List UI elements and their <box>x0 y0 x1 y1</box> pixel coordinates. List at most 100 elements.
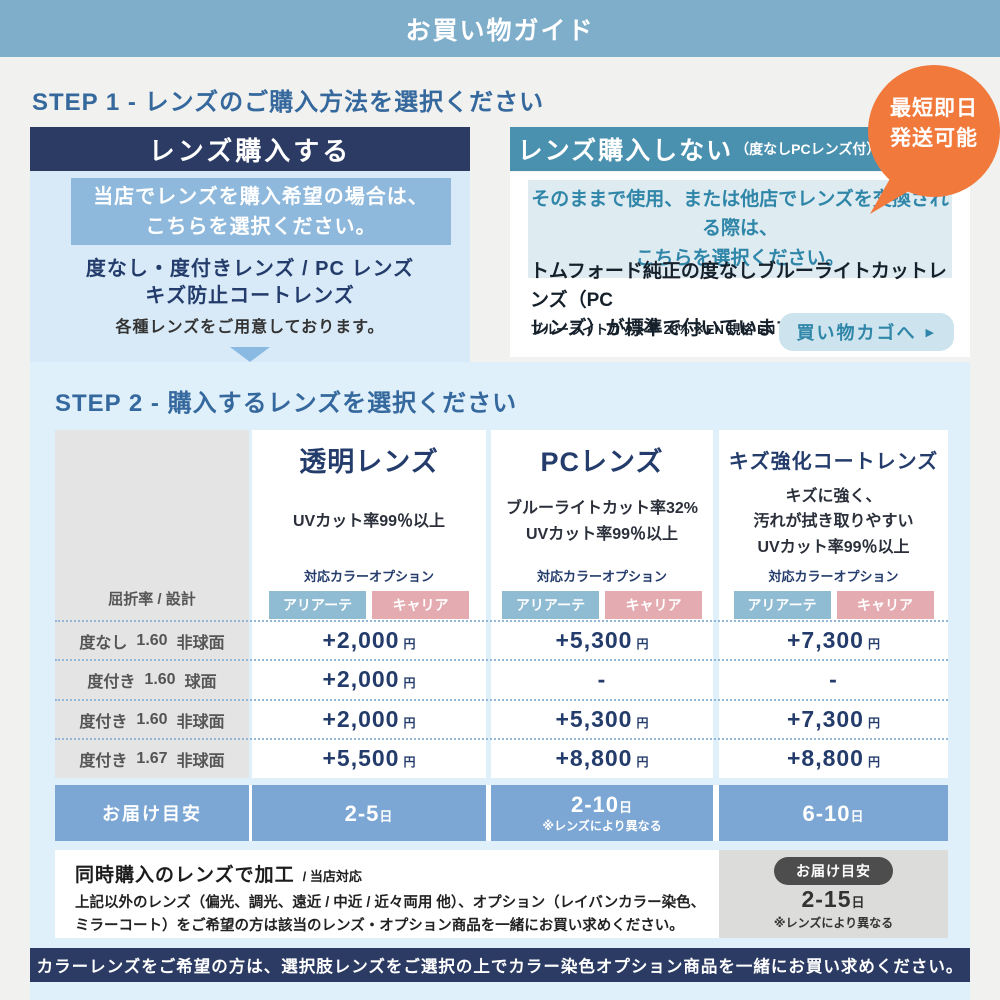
option-buy-lens-card: レンズ購入する 当店でレンズを購入希望の場合は、 こちらを選択ください。 度なし… <box>30 127 470 362</box>
buy-lens-header[interactable]: レンズ購入する <box>30 127 470 171</box>
dotted-divider <box>55 699 948 701</box>
row-label-part: 1.60 <box>136 631 168 649</box>
desc-line: UVカット率99％以上 <box>292 513 446 531</box>
column-clear-lens: 透明レンズ UVカット率99％以上 対応カラーオプション アリアーテ キャリア <box>252 430 486 778</box>
delivery-cell: 2-5日 <box>252 785 486 841</box>
desc-line: UVカット率99％以上 <box>525 526 679 543</box>
chip-ariarte: アリアーテ <box>269 591 366 619</box>
delivery-row-label: お届け目安 <box>55 785 249 841</box>
chip-career: キャリア <box>836 591 934 619</box>
skip-lens-title-sub: （度なしPCレンズ付） <box>735 141 881 157</box>
step2-heading: STEP 2 - 購入するレンズを選択ください <box>55 390 518 417</box>
table-corner-cell: 屈折率 / 設計 <box>55 430 249 778</box>
skip-lens-header[interactable]: レンズ購入しない （度なしPCレンズ付） <box>510 127 888 171</box>
price-cell: +7,300 円 <box>786 627 880 653</box>
step1-heading: STEP 1 - レンズのご購入方法を選択ください <box>32 89 545 116</box>
processing-delivery-box: お届け目安 2-15日 ※レンズにより異なる <box>719 850 948 938</box>
row-label: 度付き 1.67 非球面 <box>55 739 249 778</box>
buy-lens-types: 度なし・度付きレンズ / PC レンズ キズ防止コートレンズ <box>30 256 470 310</box>
row-label-part: 球面 <box>184 673 217 691</box>
row-label-part: 1.60 <box>144 670 176 688</box>
row-label: 度なし 1.60 非球面 <box>55 621 249 660</box>
badge-line1: 最短即日 <box>890 97 978 120</box>
color-option-chips: アリアーテ キャリア <box>491 591 713 619</box>
chip-ariarte: アリアーテ <box>733 591 831 619</box>
row-label-part: 1.60 <box>136 710 168 728</box>
same-day-shipping-badge <box>868 65 1000 197</box>
color-option-chips: アリアーテ キャリア <box>252 591 486 619</box>
skip-highlight-line2: こちらを選択ください。 <box>635 247 845 269</box>
price-cell: +5,300 円 <box>555 706 649 732</box>
chip-career: キャリア <box>372 591 469 619</box>
buy-lens-note: 各種レンズをご用意しております。 <box>115 319 385 336</box>
price-cell: +2,000 円 <box>322 706 416 732</box>
dotted-divider <box>55 738 948 740</box>
color-option-label: 対応カラーオプション <box>303 569 434 584</box>
price-cell: +5,500 円 <box>322 745 416 771</box>
same-day-shipping-text: 最短即日 発送可能 <box>868 94 1000 155</box>
column-title: 透明レンズ <box>299 447 439 477</box>
buy-lens-title: レンズ購入する <box>148 135 352 166</box>
row-label: 度付き 1.60 球面 <box>55 660 249 699</box>
dotted-divider <box>55 620 948 622</box>
price-cell: +8,800 円 <box>786 745 880 771</box>
column-description: ブルーライトカット率32% UVカット率99％以上 <box>491 480 713 564</box>
price-cell: +7,300 円 <box>786 706 880 732</box>
skip-highlight-line1: そのままで使用、または他店でレンズを交換される際は、 <box>531 189 949 240</box>
processing-heading: 同時購入のレンズで加工 / 当店対応 <box>75 865 362 886</box>
row-label-part: 度なし <box>79 634 128 652</box>
desc-line: キズに強く、 <box>785 487 882 505</box>
desc-line: UVカット率99％以上 <box>757 538 910 556</box>
buy-lens-body: 当店でレンズを購入希望の場合は、 こちらを選択ください。 度なし・度付きレンズ … <box>30 171 470 362</box>
price-cell: +8,800 円 <box>555 745 649 771</box>
chip-career: キャリア <box>605 591 702 619</box>
column-pc-lens: PCレンズ ブルーライトカット率32% UVカット率99％以上 対応カラーオプシ… <box>491 430 713 778</box>
go-to-cart-label: 買い物カゴへ <box>796 323 917 343</box>
price-cell: +2,000 円 <box>322 666 416 692</box>
price-cell: +5,300 円 <box>555 627 649 653</box>
processing-text-block: 同時購入のレンズで加工 / 当店対応 上記以外のレンズ（偏光、調光、遠近 / 中… <box>75 860 715 939</box>
desc-line: 汚れが拭き取りやすい <box>753 513 914 531</box>
lens-type-line2: キズ防止コートレンズ <box>145 285 355 307</box>
row-label-part: 度付き <box>79 752 128 770</box>
row-label-part: 非球面 <box>176 634 225 652</box>
go-to-cart-button[interactable]: 買い物カゴへ ▶ <box>778 313 954 351</box>
row-label-part: 1.67 <box>136 749 168 767</box>
row-label-part: 度付き <box>87 673 136 691</box>
page-title-bar: お買い物ガイド <box>0 0 1000 57</box>
color-option-label: 対応カラーオプション <box>768 569 899 584</box>
lens-type-line1: 度なし・度付きレンズ / PC レンズ <box>85 258 415 280</box>
buy-highlight-line1: 当店でレンズを購入希望の場合は、 <box>93 186 429 208</box>
buy-lens-highlight-box: 当店でレンズを購入希望の場合は、 こちらを選択ください。 <box>71 178 451 245</box>
skip-lens-description: トムフォード純正の度なしブルーライトカットレンズ（PC レンズ）が標準で付いてい… <box>530 258 960 344</box>
price-cell: -円 <box>597 666 607 692</box>
price-cell: -円 <box>829 666 838 692</box>
badge-line2: 発送可能 <box>890 127 978 151</box>
row-label: 度付き 1.60 非球面 <box>55 700 249 739</box>
row-label-part: 非球面 <box>176 752 225 770</box>
color-option-chips: アリアーテ キャリア <box>719 591 948 619</box>
color-option-label: 対応カラーオプション <box>536 569 667 584</box>
delivery-cell: 6-10日 <box>719 785 948 841</box>
price-cell: +2,000 円 <box>322 627 416 653</box>
buy-highlight-line2: こちらを選択ください。 <box>145 216 377 238</box>
row-label-part: 非球面 <box>176 713 225 731</box>
skip-description-line1: トムフォード純正の度なしブルーライトカットレンズ（PC <box>530 261 947 311</box>
column-description: UVカット率99％以上 <box>252 480 486 564</box>
processing-description: 上記以外のレンズ（偏光、調光、遠近 / 中近 / 近々両用 他）、オプション（レ… <box>75 895 706 935</box>
skip-description-line2: レンズ）が標準で付いています。 <box>530 318 813 339</box>
color-lens-notice-bar: カラーレンズをご希望の方は、選択肢レンズをご選択の上でカラー染色オプション商品を… <box>30 948 970 982</box>
dotted-divider <box>55 659 948 661</box>
column-title: キズ強化コートレンズ <box>728 451 939 473</box>
column-title: PCレンズ <box>540 447 664 477</box>
column-scratch-coat-lens: キズ強化コートレンズ キズに強く、 汚れが拭き取りやすい UVカット率99％以上… <box>719 430 948 778</box>
chip-ariarte: アリアーテ <box>502 591 599 619</box>
column-description: キズに強く、 汚れが拭き取りやすい UVカット率99％以上 <box>719 480 948 564</box>
delivery-estimate-badge: お届け目安 <box>774 857 893 885</box>
desc-line: ブルーライトカット率32% <box>505 500 699 518</box>
lens-price-table: 屈折率 / 設計 透明レンズ UVカット率99％以上 対応カラーオプション アリ… <box>55 430 948 778</box>
skip-lens-title: レンズ購入しない <box>517 137 734 165</box>
refractive-index-label: 屈折率 / 設計 <box>108 591 196 608</box>
row-label-part: 度付き <box>79 713 128 731</box>
down-arrow-icon <box>230 347 270 362</box>
